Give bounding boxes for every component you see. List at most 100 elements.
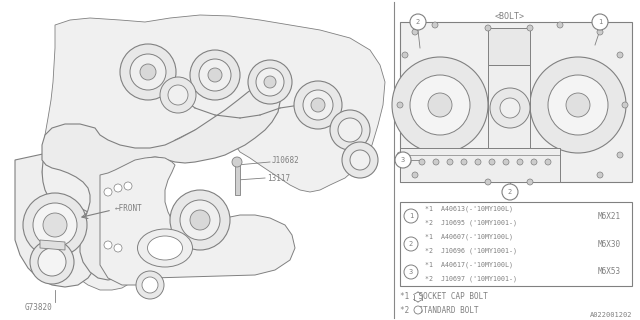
Circle shape — [410, 75, 470, 135]
Text: *2  J10695 ('10MY1001-): *2 J10695 ('10MY1001-) — [425, 220, 517, 226]
Circle shape — [402, 52, 408, 58]
Circle shape — [140, 64, 156, 80]
Circle shape — [311, 98, 325, 112]
Circle shape — [170, 190, 230, 250]
Circle shape — [557, 22, 563, 28]
Circle shape — [622, 102, 628, 108]
Polygon shape — [15, 152, 100, 287]
Circle shape — [489, 159, 495, 165]
Circle shape — [500, 98, 520, 118]
Circle shape — [432, 22, 438, 28]
Circle shape — [502, 184, 518, 200]
Polygon shape — [100, 157, 295, 285]
Polygon shape — [42, 15, 385, 290]
Polygon shape — [488, 28, 530, 65]
Text: 13117: 13117 — [267, 173, 290, 182]
Circle shape — [248, 60, 292, 104]
Text: *1  A40607(-'10MY100L): *1 A40607(-'10MY100L) — [425, 234, 513, 240]
Text: *1  A40613(-'10MY100L): *1 A40613(-'10MY100L) — [425, 206, 513, 212]
Polygon shape — [235, 165, 240, 195]
Circle shape — [517, 159, 523, 165]
Text: M6X30: M6X30 — [597, 239, 621, 249]
Text: *2  STANDARD BOLT: *2 STANDARD BOLT — [400, 306, 479, 315]
Circle shape — [114, 244, 122, 252]
Circle shape — [395, 152, 411, 168]
Text: 1: 1 — [409, 213, 413, 219]
Circle shape — [104, 241, 112, 249]
Text: 3: 3 — [401, 157, 405, 163]
Circle shape — [142, 277, 158, 293]
Circle shape — [545, 159, 551, 165]
Circle shape — [208, 68, 222, 82]
Circle shape — [461, 159, 467, 165]
Circle shape — [120, 44, 176, 100]
Text: *1  A40617(-'10MY100L): *1 A40617(-'10MY100L) — [425, 262, 513, 268]
Circle shape — [548, 75, 608, 135]
Circle shape — [180, 200, 220, 240]
Circle shape — [350, 150, 370, 170]
Circle shape — [168, 85, 188, 105]
Circle shape — [199, 59, 231, 91]
Circle shape — [43, 213, 67, 237]
Circle shape — [404, 237, 418, 251]
Text: 1: 1 — [598, 19, 602, 25]
Circle shape — [104, 188, 112, 196]
Circle shape — [232, 157, 242, 167]
Text: 2: 2 — [409, 241, 413, 247]
Text: <BOLT>: <BOLT> — [495, 12, 525, 21]
Circle shape — [256, 68, 284, 96]
Circle shape — [23, 193, 87, 257]
Circle shape — [160, 77, 196, 113]
Circle shape — [330, 110, 370, 150]
Circle shape — [33, 203, 77, 247]
Circle shape — [392, 57, 488, 153]
Circle shape — [130, 54, 166, 90]
Circle shape — [410, 14, 426, 30]
Polygon shape — [400, 22, 632, 182]
Circle shape — [405, 159, 411, 165]
Circle shape — [433, 159, 439, 165]
Text: ←FRONT: ←FRONT — [115, 204, 143, 212]
Text: G73820: G73820 — [25, 303, 52, 313]
Polygon shape — [400, 148, 560, 182]
Text: 2: 2 — [508, 189, 512, 195]
Circle shape — [419, 159, 425, 165]
Circle shape — [136, 271, 164, 299]
Circle shape — [527, 179, 533, 185]
Circle shape — [617, 52, 623, 58]
Circle shape — [190, 210, 210, 230]
Circle shape — [124, 182, 132, 190]
Circle shape — [412, 29, 418, 35]
Circle shape — [530, 57, 626, 153]
Circle shape — [404, 209, 418, 223]
Circle shape — [397, 102, 403, 108]
Text: 2: 2 — [416, 19, 420, 25]
Circle shape — [294, 81, 342, 129]
Polygon shape — [42, 78, 280, 280]
Circle shape — [597, 172, 603, 178]
Circle shape — [566, 93, 590, 117]
Circle shape — [447, 159, 453, 165]
Text: J10682: J10682 — [272, 156, 300, 164]
Text: A022001202: A022001202 — [589, 312, 632, 318]
Circle shape — [428, 93, 452, 117]
Circle shape — [531, 159, 537, 165]
Circle shape — [414, 306, 422, 314]
Circle shape — [190, 50, 240, 100]
Circle shape — [503, 159, 509, 165]
Text: *2  J10696 ('10MY1001-): *2 J10696 ('10MY1001-) — [425, 248, 517, 254]
Circle shape — [617, 152, 623, 158]
Circle shape — [342, 142, 378, 178]
Text: *2  J10697 ('10MY1001-): *2 J10697 ('10MY1001-) — [425, 276, 517, 282]
Polygon shape — [40, 240, 65, 250]
Ellipse shape — [147, 236, 182, 260]
Polygon shape — [488, 65, 530, 148]
Circle shape — [338, 118, 362, 142]
Text: M6X53: M6X53 — [597, 268, 621, 276]
Circle shape — [490, 88, 530, 128]
Circle shape — [397, 152, 403, 158]
Circle shape — [30, 240, 74, 284]
Circle shape — [475, 159, 481, 165]
Text: *1  SOCKET CAP BOLT: *1 SOCKET CAP BOLT — [400, 292, 488, 301]
Circle shape — [592, 14, 608, 30]
